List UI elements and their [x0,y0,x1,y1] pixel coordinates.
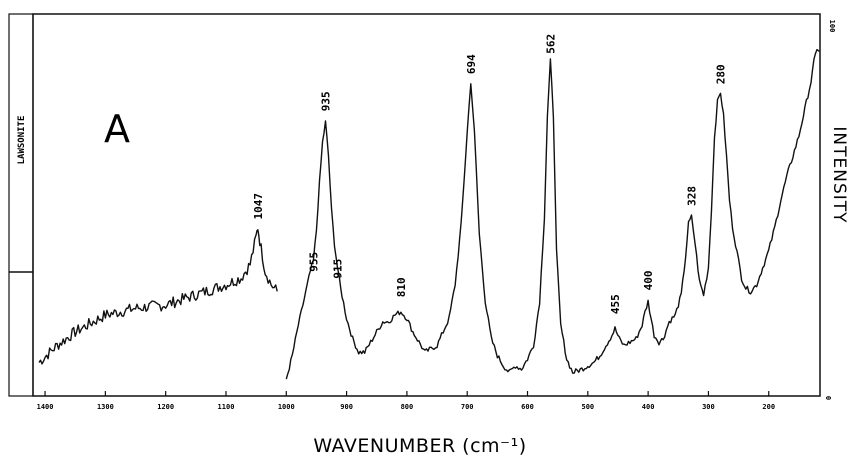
peak-label: 562 [544,34,557,54]
x-tick-label: 800 [401,403,414,411]
x-axis-ticks: 1400 1300 1200 1100 1000 900 800 700 600 500 400 30… [37,391,775,411]
x-axis-title: WAVENUMBER (cm⁻¹) [313,435,526,457]
sample-label-strip [8,13,34,397]
peak-label: 1047 [252,193,265,220]
x-tick-label: 900 [340,403,353,411]
sample-label: LAWSONITE [17,116,27,165]
peak-labels: 1047 955 935 915 810 694 562 455 400 328 280 [252,34,728,314]
spectrum-line-segment [285,48,820,380]
peak-label: 955 [307,252,320,272]
peak-label: 400 [642,271,655,291]
peak-label: 915 [332,259,345,279]
x-tick-label: 1200 [157,403,174,411]
peak-label: 694 [465,54,478,74]
peak-label: 810 [395,277,408,297]
peak-label: 455 [609,294,622,314]
x-tick-label: 1300 [97,403,114,411]
right-axis-top-label: 100 [828,20,836,33]
peak-label: 328 [686,186,699,206]
x-tick-label: 700 [461,403,474,411]
plot-frame [32,13,821,397]
panel-label: A [104,107,130,151]
x-tick-label: 400 [642,403,655,411]
x-tick-label: 1000 [278,403,295,411]
peak-label: 935 [320,91,333,111]
x-tick-label: 600 [521,403,534,411]
x-tick-label: 500 [581,403,594,411]
x-tick-label: 1400 [37,403,54,411]
peak-label: 280 [715,64,728,84]
x-tick-label: 1100 [218,403,235,411]
y-axis-title: INTENSITY [829,126,848,223]
x-tick-label: 300 [702,403,715,411]
spectrum-line-segment [38,229,278,365]
x-tick-label: 200 [762,403,775,411]
right-axis-bottom-label: 0 [824,396,832,400]
spectrum-series [38,48,820,380]
